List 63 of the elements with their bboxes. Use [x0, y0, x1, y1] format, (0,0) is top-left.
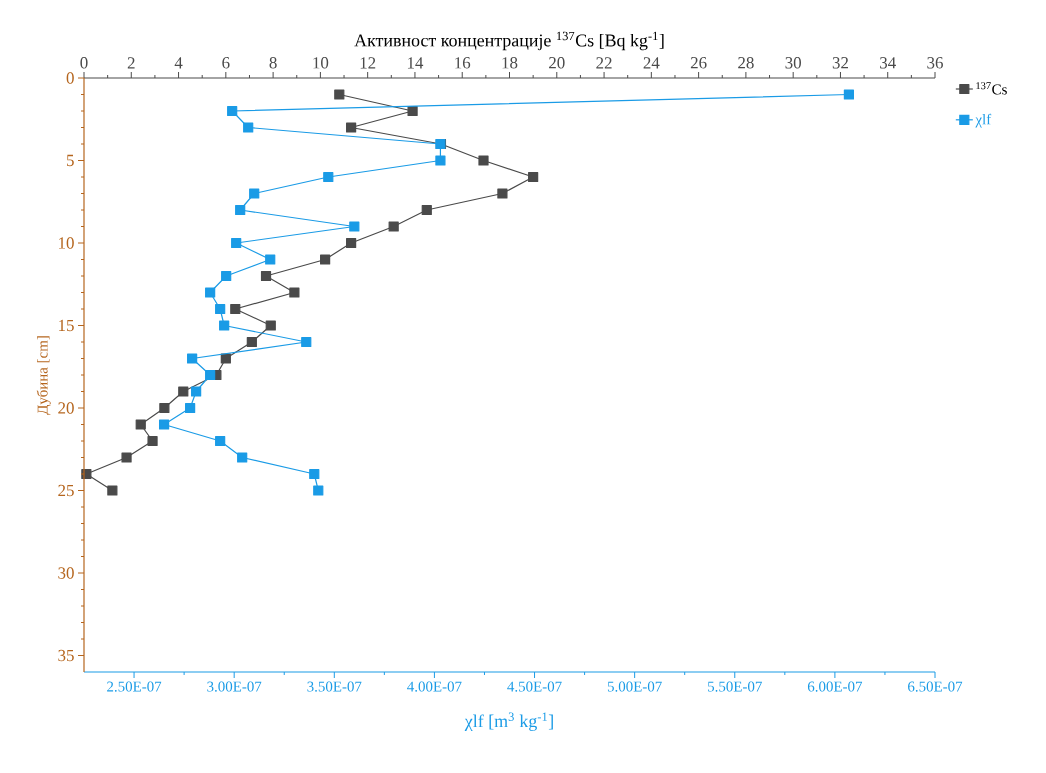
point — [135, 419, 146, 430]
x2-tick-label: 2 — [127, 57, 135, 69]
point — [147, 435, 158, 447]
x-tick-label: 6.50E-07 — [908, 681, 963, 692]
x2-tick-label: 6 — [222, 57, 230, 69]
y-tick-label: 5 — [67, 154, 74, 167]
x2-axis-title: Активност концентрације $^{137}$Cs [Bq kg$^{-1}$] — [354, 31, 664, 51]
x-tick-label: 4.50E-07 — [507, 681, 562, 692]
x2-tick-label: 34 — [880, 57, 896, 69]
legend-label: $^{137}$Cs — [976, 82, 1007, 95]
x2-tick-label: 22 — [596, 57, 612, 69]
point — [220, 353, 231, 364]
y-tick-label: 0 — [66, 72, 74, 84]
x2-tick-label: 24 — [643, 57, 660, 69]
point — [121, 452, 132, 463]
x-axis-title: χlf [m$^{3}$ kg$^{-1}$] — [464, 712, 553, 731]
point — [178, 386, 189, 397]
x2-tick-label: 14 — [407, 57, 424, 69]
point — [260, 270, 272, 282]
x-tick-label: 6.00E-07 — [807, 681, 863, 692]
point — [107, 485, 118, 496]
point — [407, 105, 418, 117]
point — [246, 336, 257, 348]
x2-tick-label: 26 — [690, 57, 707, 69]
point — [497, 188, 508, 199]
y-tick-label: 30 — [58, 567, 74, 579]
point — [421, 204, 432, 216]
x-tick-label: 3.00E-07 — [207, 681, 262, 692]
point — [334, 89, 345, 100]
x2-tick-label: 32 — [832, 57, 848, 69]
y-axis-title: Дубина [cm] — [36, 336, 51, 415]
y-tick-label: 20 — [58, 402, 74, 414]
x-tick-label: 5.50E-07 — [708, 681, 762, 692]
x-tick-label: 5.00E-07 — [607, 681, 662, 692]
point — [289, 287, 300, 298]
y-tick-label: 25 — [58, 484, 74, 497]
point — [528, 171, 539, 183]
y-tick-label: 15 — [59, 319, 74, 332]
x2-tick-label: 16 — [455, 57, 471, 69]
x2-tick-label: 20 — [549, 57, 565, 69]
y-tick-label: 35 — [58, 649, 74, 662]
x2-tick-label: 12 — [360, 57, 376, 69]
x2-tick-label: 0 — [80, 57, 88, 69]
x-tick-label: 3.50E-07 — [307, 681, 362, 692]
point — [159, 402, 170, 414]
point — [346, 237, 357, 249]
legend-label: χlf — [975, 113, 992, 128]
point — [265, 320, 276, 331]
point — [478, 155, 489, 166]
x2-tick-label: 10 — [313, 57, 329, 69]
x2-tick-label: 28 — [738, 57, 754, 69]
x2-tick-label: 36 — [927, 57, 943, 69]
x-tick-label: 4.00E-07 — [407, 681, 462, 692]
x2-tick-label: 18 — [502, 57, 518, 69]
x2-tick-label: 30 — [785, 57, 801, 69]
x-tick-label: 2.50E-07 — [107, 681, 162, 692]
point — [388, 221, 399, 232]
x2-tick-label: 8 — [269, 57, 277, 69]
x2-tick-label: 4 — [174, 57, 183, 69]
point — [320, 254, 331, 265]
point — [230, 303, 241, 315]
point — [346, 122, 357, 133]
y-tick-label: 10 — [59, 237, 74, 249]
